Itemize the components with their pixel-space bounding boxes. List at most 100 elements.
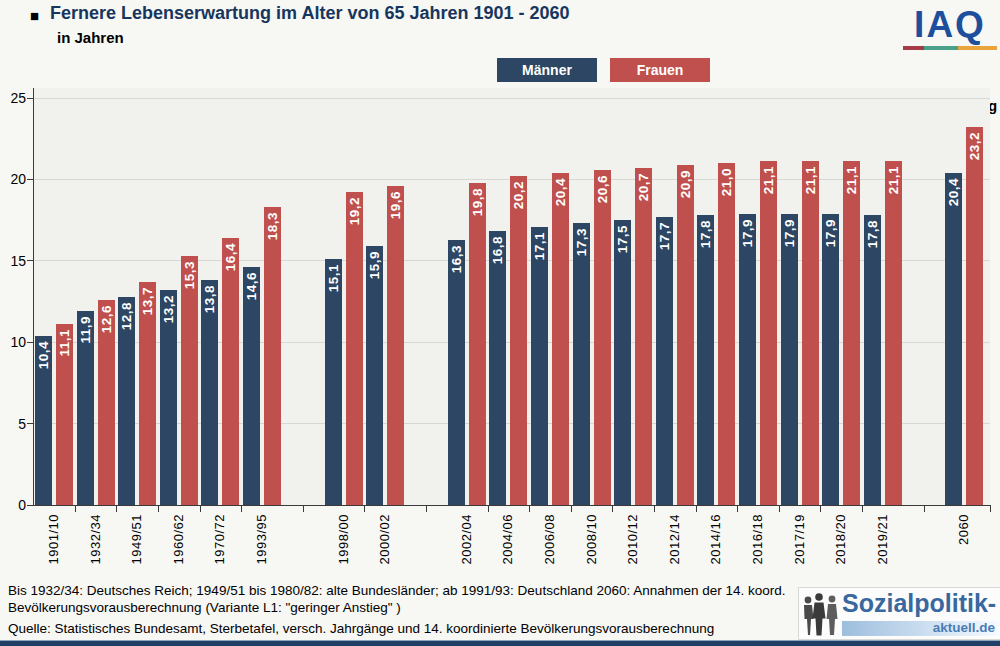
footnote-line-1: Bis 1932/34: Deutsches Reich; 1949/51 bi… bbox=[8, 583, 786, 598]
bar-männer-2004/06 bbox=[489, 231, 506, 505]
bar-value-label: 15,3 bbox=[182, 261, 197, 289]
x-axis-tick bbox=[612, 505, 613, 512]
bar-value-label: 20,6 bbox=[595, 175, 610, 203]
x-axis-line bbox=[33, 505, 990, 506]
bar-männer-2000/02 bbox=[366, 246, 383, 505]
bar-value-label: 21,1 bbox=[844, 166, 859, 194]
x-axis-tick bbox=[303, 505, 304, 512]
x-axis-tick bbox=[654, 505, 655, 512]
x-axis-label-2060: 2060 bbox=[956, 514, 971, 545]
bar-männer-2018/20 bbox=[822, 214, 839, 505]
bar-value-label: 21,0 bbox=[719, 168, 734, 196]
x-axis-label-1993/95: 1993/95 bbox=[254, 514, 269, 565]
bar-value-label: 17,1 bbox=[532, 232, 547, 260]
x-axis-tick bbox=[924, 505, 925, 512]
x-axis-tick bbox=[737, 505, 738, 512]
bar-value-label: 19,6 bbox=[388, 191, 403, 219]
x-axis-tick bbox=[488, 505, 489, 512]
x-axis-tick bbox=[696, 505, 697, 512]
plot-area: 051015202510,411,111,912,612,813,713,215… bbox=[0, 0, 1000, 646]
x-axis-tick bbox=[571, 505, 572, 512]
bar-männer-2002/04 bbox=[448, 240, 465, 505]
bar-value-label: 17,5 bbox=[615, 225, 630, 253]
bar-value-label: 20,2 bbox=[511, 181, 526, 209]
bar-value-label: 13,2 bbox=[161, 295, 176, 323]
x-axis-tick bbox=[862, 505, 863, 512]
gridline bbox=[33, 98, 990, 99]
bar-frauen-2016/18 bbox=[760, 161, 777, 505]
bar-frauen-2010/12 bbox=[635, 168, 652, 505]
source-note: Quelle: Statistisches Bundesamt, Sterbet… bbox=[8, 621, 714, 636]
bar-value-label: 13,8 bbox=[202, 285, 217, 313]
bar-value-label: 17,9 bbox=[740, 219, 755, 247]
bar-frauen-2002/04 bbox=[469, 183, 486, 505]
x-axis-tick bbox=[116, 505, 117, 512]
x-axis-label-2000/02: 2000/02 bbox=[377, 514, 392, 565]
sozialpolitik-logo-subtitle: aktuell.de bbox=[933, 620, 995, 635]
bar-value-label: 11,1 bbox=[57, 329, 72, 357]
footnote-line-2: Bevölkerungsvorausberechnung (Variante L… bbox=[8, 600, 401, 615]
bar-value-label: 16,8 bbox=[490, 236, 505, 264]
bar-frauen-1993/95 bbox=[264, 207, 281, 505]
bar-value-label: 13,7 bbox=[140, 287, 155, 315]
bar-value-label: 20,4 bbox=[553, 178, 568, 206]
bar-männer-2017/19 bbox=[781, 214, 798, 505]
y-axis-label: 10 bbox=[0, 334, 26, 350]
x-axis-tick bbox=[364, 505, 365, 512]
y-axis-label: 5 bbox=[0, 416, 26, 432]
x-axis-label-2010/12: 2010/12 bbox=[625, 514, 640, 565]
bar-frauen-2008/10 bbox=[594, 170, 611, 505]
x-axis-tick bbox=[200, 505, 201, 512]
x-axis-label-2014/16: 2014/16 bbox=[708, 514, 723, 565]
x-axis-tick bbox=[529, 505, 530, 512]
x-axis-label-1949/51: 1949/51 bbox=[129, 514, 144, 565]
bar-frauen-2018/20 bbox=[843, 161, 860, 505]
x-axis-tick bbox=[779, 505, 780, 512]
page: { "header": { "bullet": "■", "title": "F… bbox=[0, 0, 1000, 646]
bar-value-label: 20,9 bbox=[678, 170, 693, 198]
x-axis-label-2018/20: 2018/20 bbox=[833, 514, 848, 565]
bar-value-label: 21,1 bbox=[886, 166, 901, 194]
bar-frauen-1949/51 bbox=[139, 282, 156, 505]
y-axis-label: 20 bbox=[0, 171, 26, 187]
bar-value-label: 17,3 bbox=[574, 228, 589, 256]
sozialpolitik-logo: Sozialpolitik- aktuell.de bbox=[798, 587, 1000, 640]
x-axis-label-2008/10: 2008/10 bbox=[584, 514, 599, 565]
bar-value-label: 12,8 bbox=[119, 302, 134, 330]
bar-frauen-2012/14 bbox=[677, 165, 694, 505]
bar-value-label: 16,4 bbox=[223, 243, 238, 271]
bar-frauen-2014/16 bbox=[718, 163, 735, 505]
bar-value-label: 18,3 bbox=[265, 212, 280, 240]
bottom-bar bbox=[0, 640, 1000, 646]
bar-value-label: 11,9 bbox=[78, 316, 93, 344]
x-axis-label-1998/00: 1998/00 bbox=[336, 514, 351, 565]
bar-männer-2016/18 bbox=[739, 214, 756, 505]
bar-frauen-1998/00 bbox=[346, 192, 363, 505]
bar-value-label: 21,1 bbox=[803, 166, 818, 194]
bar-value-label: 20,4 bbox=[946, 178, 961, 206]
sozialpolitik-logo-title: Sozialpolitik- bbox=[842, 589, 996, 618]
x-axis-tick bbox=[158, 505, 159, 512]
bar-männer-2014/16 bbox=[697, 215, 714, 505]
bar-value-label: 17,7 bbox=[657, 222, 672, 250]
bar-value-label: 19,8 bbox=[470, 188, 485, 216]
y-axis-label: 25 bbox=[0, 90, 26, 106]
bar-value-label: 15,1 bbox=[326, 264, 341, 292]
bar-frauen-2000/02 bbox=[387, 186, 404, 505]
bar-value-label: 17,8 bbox=[865, 220, 880, 248]
bar-männer-2006/08 bbox=[531, 227, 548, 505]
x-axis-label-2002/04: 2002/04 bbox=[459, 514, 474, 565]
x-axis-label-1970/72: 1970/72 bbox=[212, 514, 227, 565]
bar-männer-1998/00 bbox=[325, 259, 342, 505]
bar-value-label: 10,4 bbox=[36, 341, 51, 369]
bar-frauen-2060 bbox=[966, 127, 983, 505]
x-axis-label-2019/21: 2019/21 bbox=[875, 514, 890, 565]
bar-value-label: 17,9 bbox=[782, 219, 797, 247]
x-axis-label-2006/08: 2006/08 bbox=[542, 514, 557, 565]
bar-männer-2060 bbox=[945, 173, 962, 505]
bar-value-label: 12,6 bbox=[99, 305, 114, 333]
x-axis-label-1932/34: 1932/34 bbox=[88, 514, 103, 565]
x-axis-label-2004/06: 2004/06 bbox=[500, 514, 515, 565]
y-axis-label: 15 bbox=[0, 253, 26, 269]
x-axis-label-2012/14: 2012/14 bbox=[667, 514, 682, 565]
